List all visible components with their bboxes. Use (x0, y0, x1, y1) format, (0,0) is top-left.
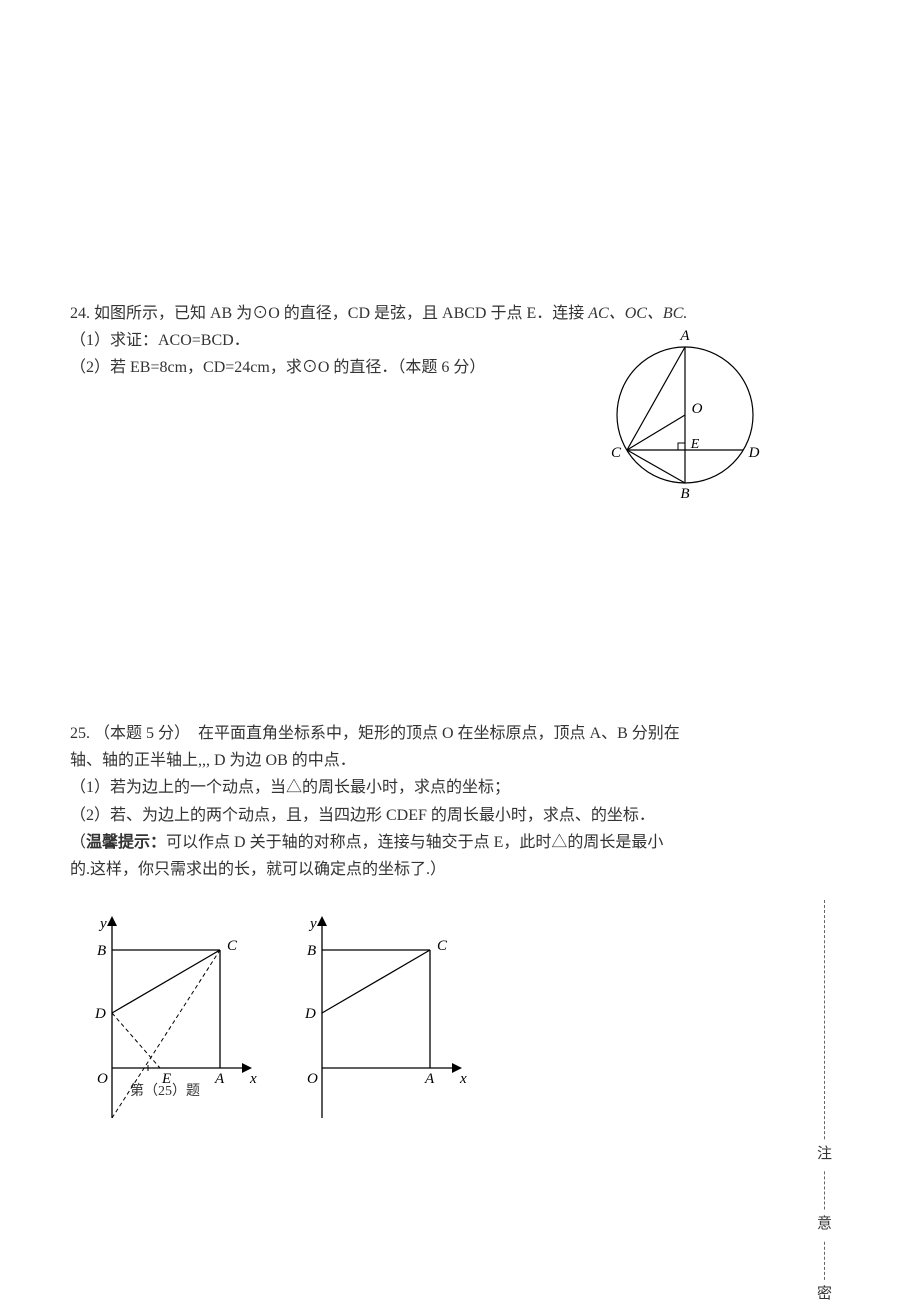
label-b: B (97, 943, 106, 959)
side-margin-line (824, 900, 825, 1300)
diagram-circle: A B C D O E (600, 330, 770, 500)
problem-24-vars: AC、OC、BC. (588, 305, 687, 322)
problem-24-text: 24. 如图所示，已知 AB 为⊙O 的直径，CD 是弦，且 ABCD 于点 E… (70, 300, 850, 327)
label-c: C (227, 938, 238, 954)
problem-25: 25. （本题 5 分） 在平面直角坐标系中，矩形的顶点 O 在坐标原点，顶点 … (70, 720, 850, 1118)
line-dc-r (322, 950, 430, 1013)
diagram-caption: 第（25）题 (130, 1080, 200, 1104)
hint-text1: 可以作点 D 关于轴的对称点，连接与轴交于点 E，此时△的周长是最小 (166, 834, 663, 851)
diagrams-row: y x B C D O E A 第（25）题 (80, 908, 850, 1118)
page-content: 24. 如图所示，已知 AB 为⊙O 的直径，CD 是弦，且 ABCD 于点 E… (0, 0, 920, 1118)
label-c: C (611, 445, 622, 461)
problem-24: 24. 如图所示，已知 AB 为⊙O 的直径，CD 是弦，且 ABCD 于点 E… (70, 300, 850, 530)
problem-25-hint: （温馨提示：可以作点 D 关于轴的对称点，连接与轴交于点 E，此时△的周长是最小 (70, 829, 850, 856)
line-ac (627, 347, 685, 450)
label-o-r: O (307, 1071, 318, 1087)
problem-25-q2: （2）若、为边上的两个动点，且，当四边形 CDEF 的周长最小时，求点、的坐标． (70, 802, 850, 829)
label-d-r: D (304, 1006, 316, 1022)
label-b: B (680, 486, 689, 502)
line-bc (627, 450, 685, 483)
label-a: A (679, 328, 690, 344)
label-x-r: x (459, 1071, 467, 1087)
problem-25-q1: （1）若为边上的一个动点，当△的周长最小时，求点的坐标； (70, 774, 850, 801)
problem-25-header: （本题 5 分） 在平面直角坐标系中，矩形的顶点 O 在坐标原点，顶点 A、B … (94, 725, 680, 742)
line-dc (112, 950, 220, 1013)
circle-svg: A B C D O E (600, 330, 770, 500)
side-char-3: 密 (817, 1280, 832, 1310)
label-b-r: B (307, 943, 316, 959)
label-c-r: C (437, 938, 448, 954)
problem-25-line2: 轴、轴的正半轴上,,, D 为边 OB 的中点． (70, 747, 850, 774)
label-d: D (94, 1006, 106, 1022)
problem-25-number: 25. (70, 725, 90, 742)
diagram-right: y x B C D O A (290, 908, 470, 1118)
line-oc (627, 415, 685, 450)
diagram-left: y x B C D O E A 第（25）题 (80, 908, 260, 1118)
label-e: E (690, 437, 700, 452)
side-char-1: 注 (817, 1140, 832, 1170)
right-angle-marker (678, 443, 685, 450)
side-char-2: 意 (817, 1210, 832, 1240)
dashed-de (112, 1013, 160, 1068)
label-a: A (214, 1071, 225, 1087)
problem-24-number: 24. (70, 305, 90, 322)
hint-label: 温馨提示： (86, 834, 166, 851)
label-d: D (748, 445, 760, 461)
label-a-r: A (424, 1071, 435, 1087)
label-o: O (692, 401, 703, 417)
label-x: x (249, 1071, 257, 1087)
label-y: y (98, 916, 107, 932)
y-arrow-icon-r (317, 916, 327, 926)
hint-text2: 的.这样，你只需求出的长，就可以确定点的坐标了.） (70, 856, 850, 883)
y-arrow-icon (107, 916, 117, 926)
hint-prefix: （ (70, 834, 86, 851)
coord-right-svg: y x B C D O A (290, 908, 470, 1128)
label-o: O (97, 1071, 108, 1087)
label-y-r: y (308, 916, 317, 932)
problem-24-intro: 如图所示，已知 AB 为⊙O 的直径，CD 是弦，且 ABCD 于点 E．连接 (94, 305, 588, 322)
problem-25-line1: 25. （本题 5 分） 在平面直角坐标系中，矩形的顶点 O 在坐标原点，顶点 … (70, 720, 850, 747)
